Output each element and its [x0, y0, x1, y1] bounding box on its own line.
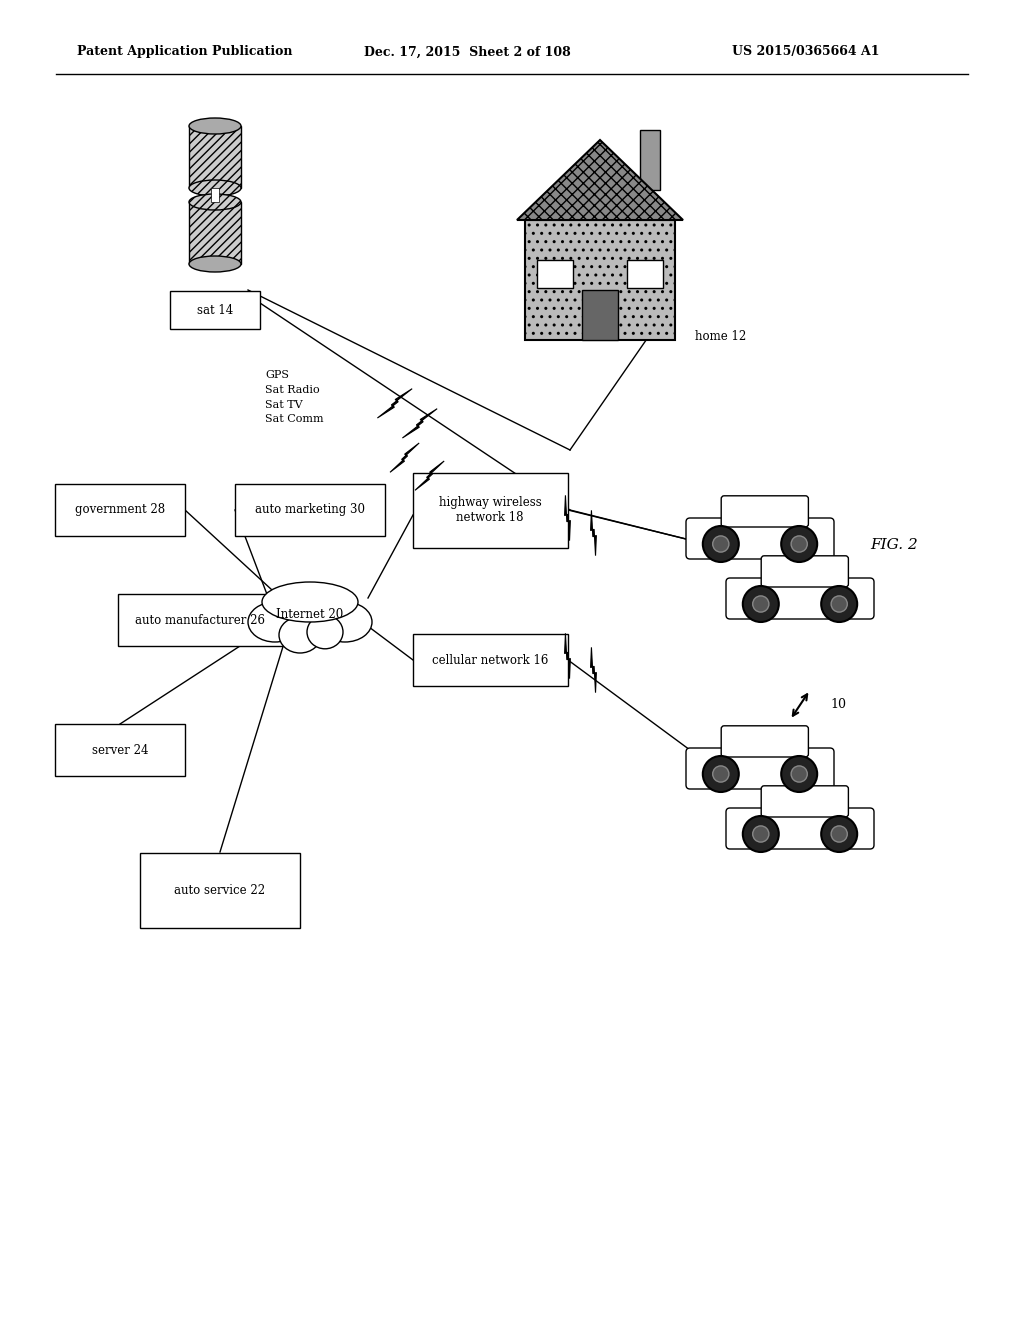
Ellipse shape: [274, 593, 346, 638]
Bar: [189, 125, 241, 187]
Text: Patent Application Publication: Patent Application Publication: [77, 45, 292, 58]
Ellipse shape: [742, 586, 779, 622]
Ellipse shape: [742, 816, 779, 851]
Bar: [537, 260, 573, 288]
FancyBboxPatch shape: [761, 785, 849, 817]
Ellipse shape: [189, 180, 241, 195]
Ellipse shape: [248, 602, 302, 642]
Ellipse shape: [781, 525, 817, 562]
Ellipse shape: [307, 615, 343, 649]
Text: highway wireless
network 18: highway wireless network 18: [438, 496, 542, 524]
Ellipse shape: [702, 756, 738, 792]
Bar: [640, 129, 660, 190]
Text: auto marketing 30: auto marketing 30: [255, 503, 365, 516]
Polygon shape: [402, 409, 437, 438]
Text: cellular network 16: cellular network 16: [432, 653, 548, 667]
Ellipse shape: [831, 826, 847, 842]
FancyBboxPatch shape: [721, 496, 808, 527]
Ellipse shape: [831, 595, 847, 612]
Polygon shape: [415, 461, 444, 490]
Text: sat 14: sat 14: [197, 304, 233, 317]
Text: Dec. 17, 2015  Sheet 2 of 108: Dec. 17, 2015 Sheet 2 of 108: [364, 45, 570, 58]
Text: Internet 20: Internet 20: [276, 609, 344, 622]
FancyBboxPatch shape: [761, 556, 849, 587]
Polygon shape: [378, 388, 413, 418]
FancyBboxPatch shape: [686, 748, 834, 789]
Ellipse shape: [189, 194, 241, 210]
Bar: [55, 723, 185, 776]
Ellipse shape: [189, 256, 241, 272]
Polygon shape: [517, 140, 683, 220]
Polygon shape: [591, 647, 596, 693]
Ellipse shape: [189, 117, 241, 135]
Bar: [627, 260, 663, 288]
Bar: [118, 594, 283, 645]
FancyBboxPatch shape: [726, 578, 874, 619]
Ellipse shape: [713, 536, 729, 552]
Text: US 2015/0365664 A1: US 2015/0365664 A1: [732, 45, 880, 58]
Polygon shape: [564, 634, 570, 678]
Ellipse shape: [821, 816, 857, 851]
Text: auto manufacturer 26: auto manufacturer 26: [135, 614, 265, 627]
Bar: [55, 484, 185, 536]
Bar: [234, 484, 385, 536]
Bar: [582, 290, 618, 341]
Polygon shape: [390, 444, 419, 473]
Text: auto service 22: auto service 22: [174, 883, 265, 896]
Bar: [413, 473, 567, 548]
Polygon shape: [591, 511, 596, 556]
FancyBboxPatch shape: [721, 726, 808, 756]
Text: FIG. 2: FIG. 2: [870, 539, 918, 552]
Ellipse shape: [318, 602, 372, 642]
Ellipse shape: [792, 536, 807, 552]
Bar: [413, 634, 567, 686]
Ellipse shape: [792, 766, 807, 781]
FancyBboxPatch shape: [686, 517, 834, 558]
Ellipse shape: [713, 766, 729, 781]
Text: server 24: server 24: [92, 743, 148, 756]
FancyBboxPatch shape: [726, 808, 874, 849]
Bar: [170, 290, 260, 329]
Ellipse shape: [753, 595, 769, 612]
Ellipse shape: [702, 525, 738, 562]
Ellipse shape: [821, 586, 857, 622]
Text: government 28: government 28: [75, 503, 165, 516]
Text: GPS
Sat Radio
Sat TV
Sat Comm: GPS Sat Radio Sat TV Sat Comm: [265, 370, 324, 425]
Ellipse shape: [262, 582, 358, 622]
Text: 10: 10: [830, 698, 846, 711]
Bar: [211, 187, 219, 202]
Polygon shape: [564, 495, 570, 541]
Bar: [189, 202, 241, 264]
Bar: [140, 853, 300, 928]
Bar: [525, 220, 675, 341]
Text: home 12: home 12: [695, 330, 746, 343]
Ellipse shape: [753, 826, 769, 842]
Ellipse shape: [781, 756, 817, 792]
Ellipse shape: [279, 616, 321, 653]
